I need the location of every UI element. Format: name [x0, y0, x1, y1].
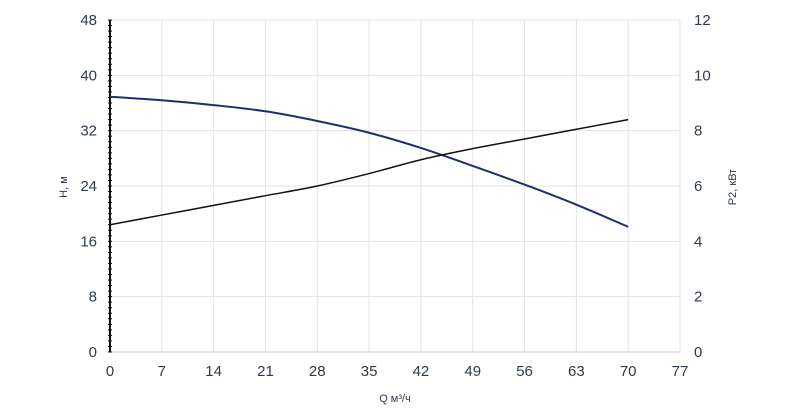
axes: [108, 19, 680, 353]
x-tick-label: 77: [672, 363, 689, 380]
x-tick-label: 7: [158, 363, 166, 380]
x-tick-label: 28: [309, 363, 326, 380]
x-tick-label: 0: [106, 363, 114, 380]
tick-labels: 0 7 14 21 28 35 42 49 56 63 70 77081624324048024681…: [80, 12, 710, 380]
y-left-tick-label: 24: [80, 178, 97, 195]
x-tick-label: 70: [620, 363, 637, 380]
y-right-tick-label: 6: [694, 178, 702, 195]
y-left-axis-title: H, м: [58, 176, 70, 198]
y-right-tick-label: 4: [694, 233, 702, 250]
y-right-tick-label: 8: [694, 123, 702, 140]
y-right-tick-label: 2: [694, 289, 702, 306]
y-right-tick-label: 12: [694, 12, 711, 29]
power-curve-line: [109, 118, 629, 226]
y-right-tick-label: 10: [694, 67, 711, 84]
y-left-tick-label: 8: [89, 289, 97, 306]
x-tick-label: 56: [516, 363, 533, 380]
x-axis-title: Q м³/ч: [379, 393, 411, 405]
y-right-axis-title: P2, кВт: [727, 169, 739, 205]
head-curve-line: [109, 95, 629, 228]
y-left-tick-label: 16: [80, 233, 97, 250]
x-tick-label: 49: [464, 363, 481, 380]
y-left-tick-label: 48: [80, 12, 97, 29]
y-left-tick-label: 32: [80, 123, 97, 140]
y-left-tick-label: 0: [89, 344, 97, 361]
x-tick-label: 63: [568, 363, 585, 380]
x-tick-label: 14: [205, 363, 222, 380]
series-layer: [109, 95, 629, 228]
grid: [110, 19, 681, 352]
x-tick-label: 35: [361, 363, 378, 380]
y-left-tick-label: 40: [80, 67, 97, 84]
x-tick-label: 21: [257, 363, 274, 380]
y-right-tick-label: 0: [694, 344, 702, 361]
x-tick-label: 42: [413, 363, 430, 380]
